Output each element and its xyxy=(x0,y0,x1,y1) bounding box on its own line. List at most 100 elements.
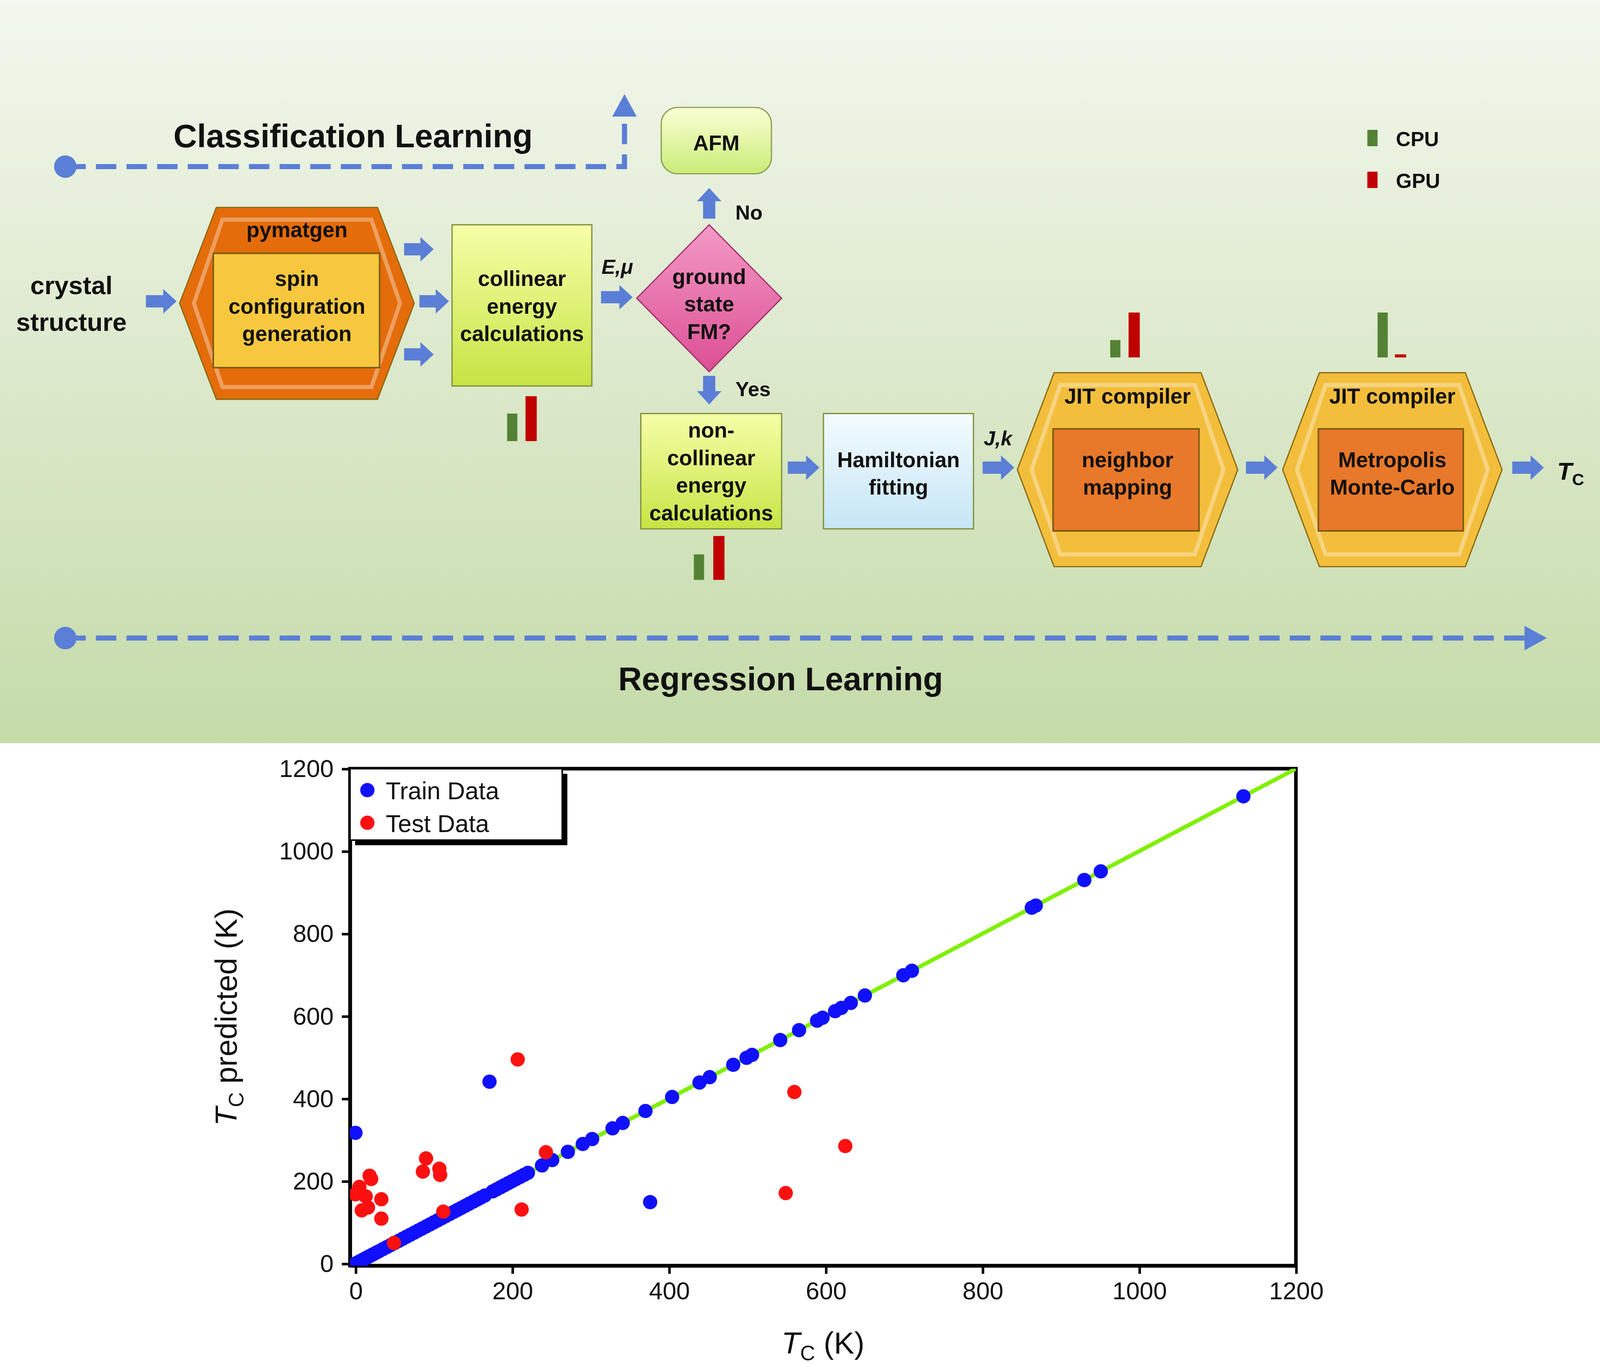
edge-label: E,μ xyxy=(601,255,634,279)
flow-node: AFM xyxy=(661,107,772,174)
classification-label: Classification Learning xyxy=(173,117,533,155)
tick: 800 xyxy=(292,919,350,947)
data-point xyxy=(360,1200,376,1215)
plot-frame xyxy=(350,768,1297,1266)
node-header: JIT compiler xyxy=(1329,383,1456,409)
data-point xyxy=(791,1023,807,1038)
tick-label: 1000 xyxy=(279,837,334,865)
node-label: neighbor xyxy=(1081,447,1174,472)
tick: 1000 xyxy=(1112,1265,1167,1305)
data-point xyxy=(642,1194,658,1210)
tick-label: 1200 xyxy=(279,754,334,783)
node-label: ground xyxy=(672,264,747,289)
legend-label: Train Data xyxy=(385,776,499,805)
tick: 1000 xyxy=(279,837,350,865)
data-point xyxy=(744,1047,760,1063)
legend-box xyxy=(350,768,563,841)
data-point xyxy=(664,1089,680,1105)
node-label: generation xyxy=(242,321,352,346)
node-shape xyxy=(179,207,415,400)
legend-label: CPU xyxy=(1396,127,1440,151)
figure: Classification LearningRegression Learni… xyxy=(0,0,1600,1370)
data-point xyxy=(843,995,859,1011)
scatter-chart: 0200400600800100012000200400600800100012… xyxy=(208,754,1324,1365)
node-label: mapping xyxy=(1082,475,1173,500)
output-label: TC xyxy=(1557,457,1584,489)
data-point xyxy=(638,1103,653,1119)
data-point xyxy=(374,1211,389,1226)
tick-label: 200 xyxy=(492,1276,534,1305)
flow-node: collinearenergycalculations xyxy=(451,224,592,386)
data-point xyxy=(415,1164,431,1179)
node-label: fitting xyxy=(868,475,929,500)
tick-label: 800 xyxy=(292,919,334,947)
cpu-icon xyxy=(507,413,518,442)
data-point xyxy=(585,1131,600,1147)
tick-label: 800 xyxy=(962,1276,1004,1305)
series xyxy=(350,1052,853,1250)
node-label: AFM xyxy=(692,130,740,156)
legend-marker xyxy=(360,815,375,831)
y-axis: 020040060080010001200 xyxy=(279,754,351,1277)
tick: 0 xyxy=(349,1265,363,1305)
node-inner xyxy=(1318,428,1464,531)
data-point xyxy=(520,1165,536,1181)
edge-label: Yes xyxy=(735,377,771,401)
node-label: energy xyxy=(486,294,558,319)
data-point xyxy=(374,1192,389,1207)
node-label: state xyxy=(683,291,734,317)
data-point xyxy=(1028,898,1043,913)
data-point xyxy=(560,1144,575,1159)
tick-label: 0 xyxy=(319,1249,334,1277)
node-label: Hamiltonian xyxy=(837,447,960,472)
node-label: non- xyxy=(687,417,735,443)
tick: 1200 xyxy=(279,754,350,783)
data-point xyxy=(482,1074,497,1090)
data-point xyxy=(435,1204,451,1219)
x-axis-title: TC (K) xyxy=(781,1325,865,1365)
data-point xyxy=(1093,864,1109,879)
data-point xyxy=(418,1151,434,1166)
data-point xyxy=(1077,872,1092,888)
arrow-head xyxy=(612,94,637,117)
flow-arrow xyxy=(403,237,434,262)
node-header: pymatgen xyxy=(246,217,348,242)
input-label: structure xyxy=(16,307,127,337)
flow-node: JIT compilerneighbormapping xyxy=(1017,372,1238,567)
edge-label: No xyxy=(735,201,763,224)
flow-arrow xyxy=(403,342,434,367)
node-inner xyxy=(213,253,380,368)
node-inner xyxy=(1053,428,1200,531)
tick-label: 600 xyxy=(805,1276,847,1305)
flow-arrow xyxy=(696,187,722,219)
tick: 800 xyxy=(962,1265,1004,1305)
tick-label: 400 xyxy=(292,1084,334,1113)
edge-label: J,k xyxy=(983,426,1014,450)
gpu-icon xyxy=(525,396,537,442)
data-point xyxy=(386,1235,402,1251)
tick: 0 xyxy=(319,1249,350,1277)
node-bevel xyxy=(193,219,400,387)
cpu-icon xyxy=(1377,312,1388,358)
tick-label: 400 xyxy=(649,1276,691,1305)
tick: 200 xyxy=(492,1265,534,1305)
data-point xyxy=(815,1010,830,1025)
cpu-icon xyxy=(693,554,704,580)
data-point xyxy=(364,1171,379,1187)
flow-node: pymatgenspinconfigurationgeneration xyxy=(179,207,415,400)
node-shape xyxy=(823,413,974,529)
flow-arrow xyxy=(146,289,177,314)
gpu-icon xyxy=(713,535,725,580)
tick: 400 xyxy=(292,1084,350,1113)
input-label: crystal xyxy=(30,271,113,300)
arrow-head xyxy=(1524,625,1547,651)
node-label: FM? xyxy=(687,319,732,344)
x-axis: 020040060080010001200 xyxy=(349,1265,1324,1305)
plot-area xyxy=(350,768,1297,1266)
flow-arrow xyxy=(601,285,633,310)
data-point xyxy=(1236,789,1251,804)
flow-arrow xyxy=(787,455,820,481)
tick: 600 xyxy=(292,1002,350,1030)
node-label: spin xyxy=(275,266,320,291)
flow-node: non-collinearenergycalculations xyxy=(640,413,782,529)
